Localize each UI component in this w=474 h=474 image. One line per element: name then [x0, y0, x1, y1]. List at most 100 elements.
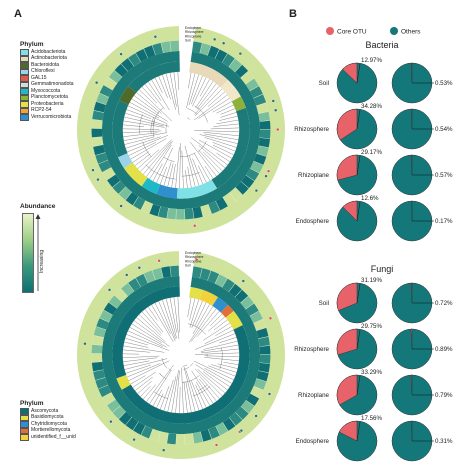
- tree-branch: [212, 142, 236, 152]
- pie-value-label: 17.56%: [361, 415, 382, 422]
- tree-branch: [183, 367, 196, 412]
- tree-branch: [136, 92, 162, 114]
- abundance-cell: [92, 110, 104, 121]
- tree-branch: [189, 298, 196, 321]
- legend-label: Gemmatimonadota: [31, 81, 74, 88]
- tree-branch-arc: [161, 358, 168, 369]
- pie-row-label: Rhizoplane: [298, 392, 330, 399]
- pie-slice-core: [411, 108, 413, 130]
- abundance-cell: [121, 283, 134, 297]
- tree-branch: [204, 367, 232, 384]
- pie-slice-core: [342, 200, 358, 222]
- tree-branch: [187, 297, 192, 318]
- pie-value-label: 0.53%: [435, 80, 453, 87]
- abundance-cell: [256, 327, 269, 339]
- tree-marker: [271, 99, 275, 103]
- tree-branch: [123, 360, 150, 366]
- abundance-cell: [229, 187, 243, 201]
- phylum-segment: [121, 325, 250, 424]
- abundance-cell: [112, 180, 126, 194]
- abundance-cell: [96, 318, 109, 330]
- tree-branch: [195, 333, 236, 350]
- abundance-cell: [99, 310, 113, 323]
- tree-branch: [184, 145, 196, 187]
- legend-entry: GAL15: [20, 75, 74, 82]
- abundance-cell: [200, 429, 212, 442]
- pie-chart: 0.79%: [391, 374, 453, 416]
- pie-value-label: 0.31%: [435, 438, 453, 445]
- tree-branch: [208, 365, 236, 377]
- tree-branch: [197, 369, 226, 394]
- pie-chart: 0.54%: [391, 108, 453, 150]
- abundance-legend: Abundance Increasing: [20, 203, 60, 298]
- tree-branch: [207, 91, 226, 107]
- abundance-cell: [158, 206, 169, 219]
- tree-branch: [144, 84, 165, 110]
- legend-swatch: [20, 101, 29, 108]
- tree-branch-arc: [163, 157, 175, 162]
- tree-branch: [149, 369, 172, 405]
- tree-marker: [214, 443, 219, 447]
- tree-branch: [158, 301, 176, 342]
- phylum-segment: [212, 297, 228, 313]
- tree-branch: [179, 386, 181, 414]
- tree-branch: [189, 155, 200, 186]
- phylum-segment: [189, 62, 228, 88]
- pie-value-label: 0.79%: [435, 392, 453, 399]
- legend-label: Chloroflexi: [31, 68, 55, 75]
- abundance-cell: [176, 433, 185, 445]
- tree-marker: [276, 127, 280, 132]
- tree-branch: [163, 161, 172, 186]
- pie-row-label: Rhizosphere: [294, 126, 329, 133]
- tree-branch: [131, 323, 162, 344]
- tree-marker: [153, 35, 158, 39]
- tree-branch-arc: [145, 164, 176, 180]
- pie-value-label: 12.97%: [361, 57, 382, 64]
- abundance-cell: [114, 63, 128, 78]
- tree-marker: [107, 288, 112, 292]
- abundance-cell: [108, 70, 123, 84]
- pie-group-title: Fungi: [371, 264, 394, 274]
- abundance-cell: [240, 296, 254, 310]
- tree-branch: [195, 368, 223, 397]
- tree-branch: [191, 300, 203, 329]
- tree-branch: [133, 95, 160, 114]
- abundance-cell: [258, 362, 270, 373]
- tree-branch: [199, 134, 238, 144]
- pie-value-label: 0.54%: [435, 126, 453, 133]
- tree-marker: [254, 188, 259, 193]
- abundance-cell: [245, 78, 259, 91]
- legend-label: Basidiomycota: [31, 414, 64, 421]
- legend-core-label: Core OTU: [337, 29, 367, 36]
- pie-value-label: 12.6%: [361, 195, 379, 202]
- tree-branch: [203, 132, 239, 136]
- tree-branch: [195, 352, 240, 355]
- abundance-cell: [259, 345, 271, 355]
- abundance-cell: [235, 289, 249, 303]
- tree-branch: [219, 337, 237, 343]
- pie-row-label: Soil: [319, 80, 329, 87]
- tree-branch: [163, 379, 174, 411]
- abundance-cell: [161, 41, 171, 53]
- tree-branch: [204, 137, 237, 148]
- tree-branch: [131, 98, 168, 122]
- legend-swatch: [20, 68, 29, 75]
- abundance-cell: [215, 274, 228, 288]
- tree-branch-arc: [183, 367, 189, 370]
- tree-branch: [175, 370, 180, 413]
- tree-marker: [221, 41, 226, 45]
- tree-branch-arc: [187, 117, 190, 120]
- legend-label: Actinobacteriota: [31, 55, 67, 62]
- tree-branch: [149, 144, 172, 180]
- tree-branch: [162, 74, 171, 100]
- ring-label: Rhizosphere: [185, 30, 204, 34]
- abundance-cell: [99, 85, 113, 98]
- abundance-cell: [149, 428, 161, 442]
- tree-branches: [122, 71, 240, 189]
- tree-branch: [198, 97, 230, 119]
- tree-branch: [185, 369, 200, 411]
- abundance-cell: [143, 270, 156, 284]
- abundance-cell: [112, 405, 126, 419]
- pie-slice-core: [411, 62, 413, 84]
- abundance-cell: [249, 86, 263, 99]
